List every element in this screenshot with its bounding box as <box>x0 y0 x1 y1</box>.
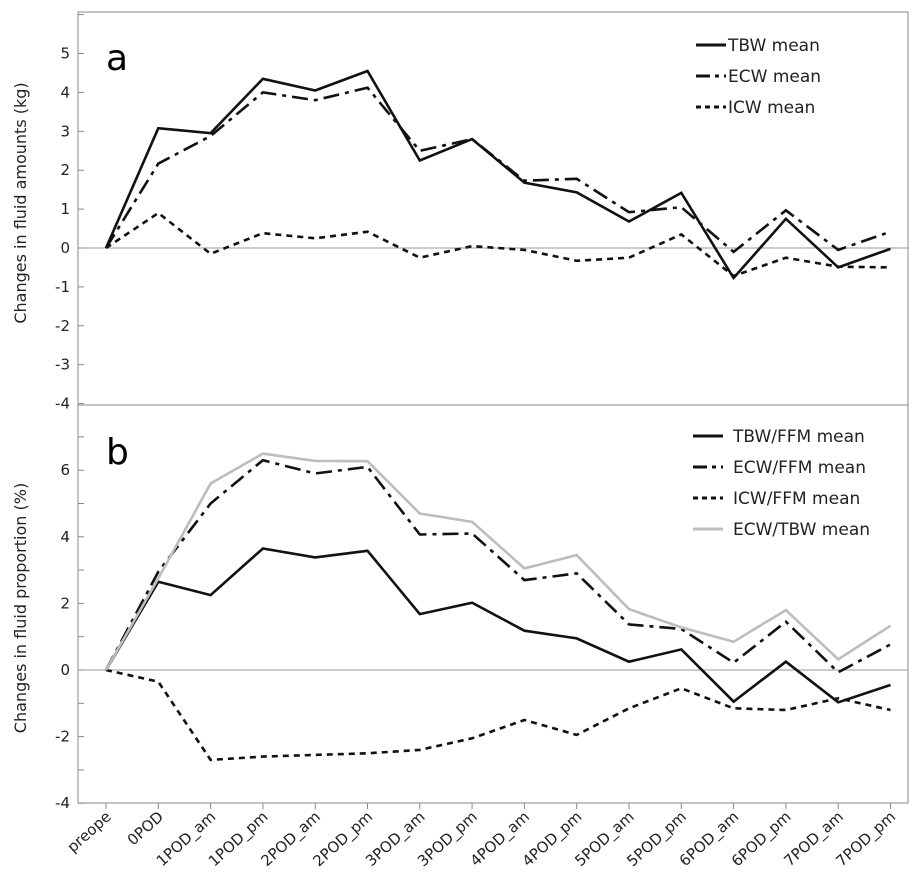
panel-b-series-line-3 <box>104 452 892 671</box>
legend-label-ecw-tbw: ECW/TBW mean <box>733 520 870 540</box>
panel-a-letter: a <box>106 38 128 79</box>
panel-a-y-tick-label: -1 <box>55 278 70 296</box>
panel-b: b Changes in fluid proportion (%) -4 -2 0 2… <box>11 404 909 812</box>
panel-b-legend: TBW/FFM mean ECW/FFM mean ICW/FFM mean E… <box>693 427 870 540</box>
panel-b-y-ticks: -4 -2 0 2 4 6 <box>55 436 84 812</box>
legend-label-tbw: TBW mean <box>727 36 820 56</box>
panel-b-y-tick-label: 4 <box>60 528 70 546</box>
x-tick-label: 0POD <box>124 808 167 849</box>
panel-a-y-tick-label: 5 <box>60 45 70 63</box>
panel-a-series-line-1 <box>104 86 891 254</box>
x-axis-category-labels: preope 0POD1POD_am1POD_pm2POD_am2POD_pm3P… <box>64 803 900 871</box>
panel-b-series <box>104 452 892 762</box>
panel-a-y-axis-title: Changes in fluid amounts (kg) <box>11 82 30 323</box>
panel-b-y-tick-label: -4 <box>55 794 70 812</box>
panel-a-series <box>104 69 891 281</box>
panel-a-y-tick-label: 3 <box>60 122 70 140</box>
panel-a-legend: TBW mean ECW mean ICW mean <box>696 36 821 118</box>
panel-b-y-tick-label: 0 <box>60 661 70 679</box>
panel-b-y-axis-title: Changes in fluid proportion (%) <box>11 483 30 733</box>
panel-b-series-line-2 <box>105 668 891 762</box>
legend-label-icw: ICW mean <box>728 98 815 118</box>
x-tick-label: preope <box>64 808 115 857</box>
legend-label-ecw-ffm: ECW/FFM mean <box>733 458 866 478</box>
panel-a-series-line-2 <box>105 211 891 278</box>
panel-b-letter: b <box>106 432 129 473</box>
panel-a-y-tick-label: 2 <box>60 161 70 179</box>
legend-label-tbw-ffm: TBW/FFM mean <box>732 427 865 447</box>
panel-b-series-line-1 <box>104 458 892 674</box>
panel-b-y-tick-label: 6 <box>60 461 70 479</box>
panel-a-y-tick-label: 4 <box>60 83 70 101</box>
panel-b-y-tick-label: -2 <box>55 728 70 746</box>
panel-a-y-tick-label: 1 <box>60 200 70 218</box>
panel-b-y-tick-label: 2 <box>60 594 70 612</box>
panel-a-y-tick-label: -3 <box>55 356 70 374</box>
panel-a-y-tick-label: 0 <box>60 239 70 257</box>
panel-b-series-line-0 <box>104 547 891 704</box>
legend-label-icw-ffm: ICW/FFM mean <box>733 489 860 509</box>
panel-b-frame <box>77 404 909 804</box>
panel-a-y-tick-label: -2 <box>55 317 70 335</box>
panel-a-y-tick-label: -4 <box>55 395 70 413</box>
panel-a-y-ticks: -4 -3 -2 -1 0 1 2 3 4 5 <box>55 14 84 413</box>
legend-label-ecw: ECW mean <box>728 67 821 87</box>
panel-a: a Changes in fluid amounts (kg) -4 -3 -2 -1… <box>11 11 909 413</box>
